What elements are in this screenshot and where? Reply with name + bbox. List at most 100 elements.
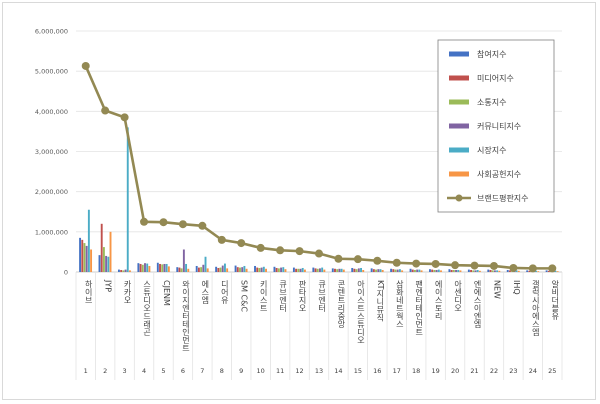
bar (515, 270, 518, 272)
bar (277, 268, 280, 272)
bar (275, 267, 278, 272)
category-label: 알비더블유 (550, 279, 559, 321)
line-point (334, 254, 343, 263)
bar (508, 270, 511, 272)
line-point (451, 261, 460, 270)
bar (107, 256, 110, 272)
category-label: 하이브 (84, 279, 93, 304)
bar (362, 269, 365, 272)
bar (215, 266, 218, 272)
category-number: 20 (451, 367, 459, 375)
bar (182, 249, 185, 272)
bar (448, 269, 451, 272)
bar (526, 270, 529, 272)
category-number: 7 (200, 367, 204, 375)
bar (100, 223, 103, 272)
category-label: 아이스트스튜디오 (356, 279, 365, 344)
bar (334, 268, 336, 272)
category-label: 팬엔터테인먼트 (415, 280, 424, 336)
bar (353, 268, 356, 272)
category-number: 12 (295, 367, 303, 375)
line-point (159, 218, 168, 227)
bar (351, 267, 354, 272)
bar (379, 269, 382, 272)
legend-label: 시장지수 (477, 145, 506, 155)
bar (202, 264, 205, 272)
category-number: 23 (509, 367, 517, 375)
bar (165, 263, 168, 272)
bar (476, 269, 479, 272)
category-label: 큐브엔터 (318, 280, 327, 313)
legend-swatch (449, 99, 469, 105)
category-number: 19 (431, 367, 439, 375)
bar (262, 266, 265, 272)
bar (435, 269, 438, 272)
bar (137, 263, 140, 272)
bar (457, 269, 460, 272)
bar (398, 269, 401, 272)
line-point (217, 235, 226, 244)
category-label: NEW (492, 280, 501, 299)
bar (292, 267, 295, 272)
bar (120, 269, 123, 272)
bar (429, 269, 431, 272)
bar (98, 255, 101, 272)
category-number: 11 (276, 367, 284, 375)
bar (411, 269, 414, 272)
bar (459, 270, 462, 272)
bar (331, 268, 334, 272)
legend-label: 사회공헌지수 (477, 170, 521, 179)
bar (139, 263, 142, 272)
line-point (489, 261, 498, 270)
legend-swatch (449, 75, 469, 81)
category-label: SM C&C (240, 280, 249, 312)
line-point (81, 61, 90, 70)
bar (187, 268, 190, 272)
bar (535, 270, 537, 272)
bar (440, 270, 442, 272)
bar (316, 268, 319, 272)
bar (474, 270, 477, 272)
bar (109, 231, 112, 272)
y-tick-label: 5,000,000 (35, 68, 68, 76)
line-point (295, 247, 304, 256)
category-number: 2 (103, 367, 107, 375)
bar (122, 270, 125, 272)
bar (547, 270, 550, 272)
bar (117, 269, 120, 272)
category-number: 1 (84, 367, 88, 375)
line-point (528, 264, 537, 273)
bar (450, 269, 453, 272)
category-number: 18 (412, 367, 420, 375)
bar (83, 243, 86, 272)
bar (303, 269, 306, 272)
line-point (237, 239, 246, 248)
bar (90, 249, 93, 272)
bar (161, 264, 164, 272)
y-tick-label: 2,000,000 (35, 188, 68, 196)
bar (260, 267, 263, 272)
bar (81, 239, 84, 272)
y-axis-ticks: 0 1,000,000 2,000,000 3,000,000 4,000,000 5,0… (35, 28, 68, 277)
bar (178, 267, 181, 272)
y-tick-label: 1,000,000 (35, 228, 68, 236)
legend-label: 브랜드평판지수 (477, 193, 529, 203)
category-number: 3 (123, 367, 127, 375)
bar (394, 269, 397, 272)
bar (506, 269, 509, 272)
bar (234, 265, 237, 272)
category-label: IHQ (512, 280, 521, 295)
line-point (140, 217, 149, 226)
bar (124, 269, 127, 272)
category-number: 17 (393, 367, 401, 375)
bar (204, 256, 207, 272)
bar (226, 268, 229, 272)
category-number: 22 (490, 367, 498, 375)
category-number: 25 (548, 367, 556, 375)
bar (219, 267, 222, 272)
bar (87, 209, 90, 272)
bar (545, 270, 548, 272)
bar (418, 269, 421, 272)
bar (491, 270, 494, 272)
